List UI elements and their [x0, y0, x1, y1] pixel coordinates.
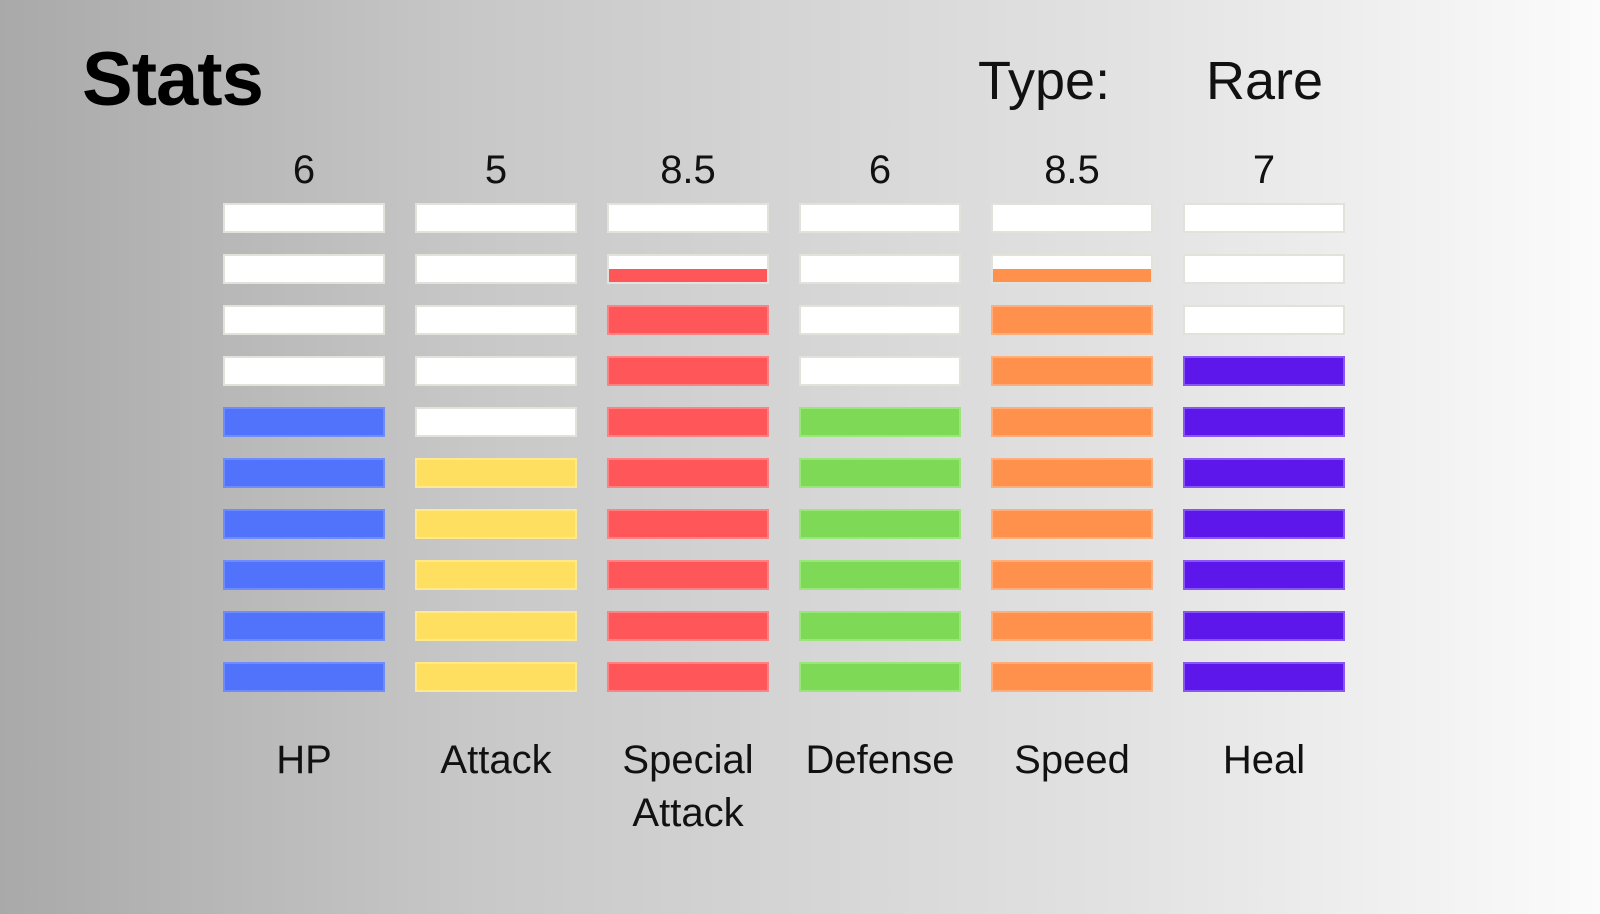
stat-segment — [799, 203, 961, 233]
page-title: Stats — [82, 37, 264, 122]
stat-segment — [223, 509, 385, 539]
stat-segment — [1183, 305, 1345, 335]
stat-segment — [607, 305, 769, 335]
stat-segment — [415, 662, 577, 692]
stat-value-hp: 6 — [292, 148, 316, 192]
stat-segment — [223, 407, 385, 437]
stat-segment — [991, 611, 1153, 641]
stat-segment — [991, 662, 1153, 692]
stat-segment — [1183, 611, 1345, 641]
stat-name-attack: Attack — [440, 738, 552, 782]
stat-segment — [991, 254, 1153, 284]
stat-segment-partial-fill — [993, 269, 1151, 282]
stat-segment — [799, 458, 961, 488]
stat-segment — [799, 305, 961, 335]
stat-column-speed: 8.5 Speed — [991, 0, 1153, 914]
stat-segment — [799, 662, 961, 692]
stat-segment — [415, 356, 577, 386]
stat-segment — [223, 458, 385, 488]
stat-segment — [223, 254, 385, 284]
stat-segment — [415, 203, 577, 233]
stat-name-defense: Defense — [805, 738, 955, 782]
stat-segment — [799, 407, 961, 437]
stat-name-heal: Heal — [1222, 738, 1306, 782]
stat-column-special-attack: 8.5 Special Attack — [607, 0, 769, 914]
stat-segment — [799, 560, 961, 590]
stat-segment — [991, 203, 1153, 233]
stat-column-attack: 5 Attack — [415, 0, 577, 914]
stat-segment — [1183, 407, 1345, 437]
stat-segment — [991, 458, 1153, 488]
stat-segment — [415, 254, 577, 284]
stat-value-defense: 6 — [868, 148, 892, 192]
stat-segment — [991, 509, 1153, 539]
type-value: Rare — [1206, 51, 1324, 111]
stat-segment — [799, 254, 961, 284]
stat-name-speed: Speed — [1014, 738, 1130, 782]
stat-segment — [799, 611, 961, 641]
stat-segment — [991, 407, 1153, 437]
stat-column-hp: 6 HP — [223, 0, 385, 914]
stat-segment — [607, 356, 769, 386]
stat-segment — [991, 305, 1153, 335]
stat-segment — [799, 509, 961, 539]
stat-segment — [991, 560, 1153, 590]
stat-segment — [415, 509, 577, 539]
stat-segment — [1183, 509, 1345, 539]
stat-name-hp: HP — [276, 738, 332, 782]
stat-segment — [223, 305, 385, 335]
stat-name-special-attack: Special Attack — [622, 738, 754, 835]
stat-value-speed: 8.5 — [1044, 148, 1100, 192]
stat-segment — [415, 407, 577, 437]
stat-segment — [991, 356, 1153, 386]
stat-segment — [607, 662, 769, 692]
stat-segment — [799, 356, 961, 386]
stat-segment — [415, 560, 577, 590]
stat-segment — [415, 305, 577, 335]
stat-segment — [415, 611, 577, 641]
stat-segment-partial-fill — [609, 269, 767, 282]
stat-segment — [607, 203, 769, 233]
stat-value-special-attack: 8.5 — [660, 148, 716, 192]
stat-segment — [607, 509, 769, 539]
stat-segment — [223, 356, 385, 386]
stat-segment — [1183, 560, 1345, 590]
stat-segment — [1183, 662, 1345, 692]
stat-segment — [1183, 356, 1345, 386]
stat-segment — [223, 203, 385, 233]
stat-segment — [607, 560, 769, 590]
stat-segment — [607, 611, 769, 641]
stat-segment — [607, 254, 769, 284]
stat-segment — [1183, 458, 1345, 488]
stat-segment — [1183, 203, 1345, 233]
stat-value-attack: 5 — [484, 148, 508, 192]
stat-segment — [607, 407, 769, 437]
stat-segment — [1183, 254, 1345, 284]
stat-column-heal: 7 Heal — [1183, 0, 1345, 914]
stat-segment — [223, 611, 385, 641]
stat-segment — [607, 458, 769, 488]
stat-segment — [223, 662, 385, 692]
stat-segment — [223, 560, 385, 590]
stat-segment — [415, 458, 577, 488]
type-label: Type: — [978, 51, 1111, 111]
stat-column-defense: 6 Defense — [799, 0, 961, 914]
stat-value-heal: 7 — [1252, 148, 1276, 192]
